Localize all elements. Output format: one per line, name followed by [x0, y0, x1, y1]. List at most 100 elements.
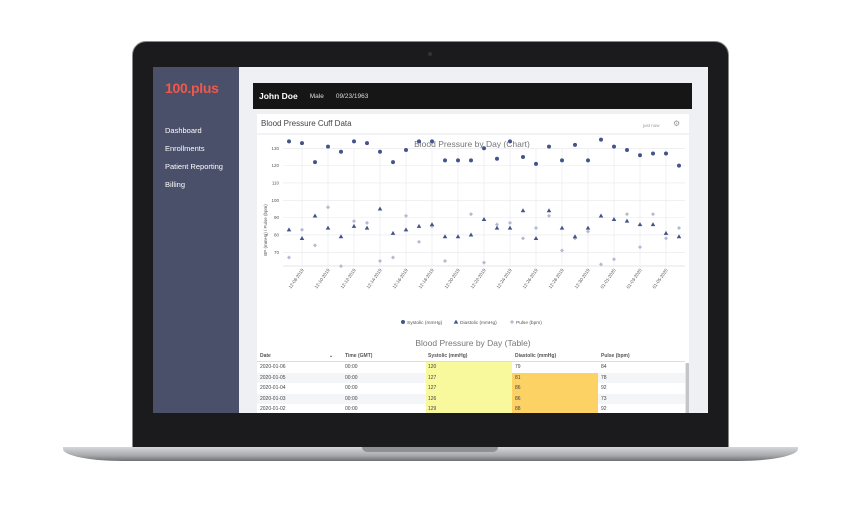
card-title: Blood Pressure Cuff Data: [261, 119, 352, 128]
diastolic-point: [338, 234, 344, 239]
cell: 92: [601, 406, 607, 413]
systolic-point: [404, 148, 408, 153]
table-row[interactable]: 2020-01-04 00:00 127 86 92: [257, 383, 685, 394]
diastolic-point: [429, 222, 435, 227]
cell: 129: [428, 406, 437, 413]
systolic-point: [495, 156, 499, 161]
diastolic-point: [611, 216, 617, 221]
cell: 86: [515, 395, 521, 402]
x-tick-label: 12-22-2019: [470, 267, 488, 289]
diastolic-point: [663, 230, 669, 235]
diastolic-point: [637, 222, 643, 227]
x-tick-label: 12-26-2019: [522, 267, 540, 289]
pulse-point: [508, 220, 512, 225]
laptop-base: [63, 447, 798, 461]
pulse-point: [287, 255, 291, 260]
x-tick-label: 12-16-2019: [392, 267, 410, 289]
pulse-point: [326, 205, 330, 210]
pulse-point: [560, 248, 564, 253]
diastolic-point: [416, 223, 422, 228]
x-tick-label: 12-10-2019: [314, 267, 332, 289]
patient-name: John Doe: [259, 91, 298, 101]
logo: 100.plus: [165, 80, 219, 96]
pulse-point: [417, 239, 421, 244]
cell-highlight: [426, 383, 512, 394]
pulse-point: [534, 226, 538, 231]
pulse-point: [365, 220, 369, 225]
cell-highlight: [426, 372, 512, 383]
cell-highlight: [426, 393, 512, 404]
y-axis-label: BP (mmHg) / Pulse (bpm): [263, 204, 268, 256]
sort-chevron-icon[interactable]: ⌄: [329, 352, 334, 359]
chart-title: Blood Pressure by Day (Chart): [414, 139, 530, 149]
table-row[interactable]: 2020-01-02 00:00 129 88 92: [257, 404, 685, 413]
systolic-point: [560, 158, 564, 163]
systolic-point: [326, 144, 330, 149]
table-row[interactable]: 2020-01-05 00:00 127 81 78: [257, 372, 685, 383]
cell: 126: [428, 395, 437, 402]
cell: Date: [260, 352, 271, 359]
cell: 78: [601, 374, 607, 381]
diastolic-point: [364, 225, 370, 230]
cell: 84: [601, 364, 607, 371]
diastolic-point: [286, 227, 292, 232]
legend-label: Diastolic (mmHg): [460, 320, 497, 326]
legend-label: Pulse (bpm): [516, 320, 542, 326]
cell: 00:00: [345, 406, 358, 413]
cell-highlight: [512, 404, 598, 413]
cell: 00:00: [345, 395, 358, 402]
y-tick-label: 120: [271, 163, 279, 168]
table-scrollbar[interactable]: [685, 363, 689, 413]
nav-enrollments[interactable]: Enrollments: [165, 144, 205, 153]
systolic-point: [430, 139, 434, 144]
cell: 2020-01-05: [260, 374, 286, 381]
systolic-point: [456, 158, 460, 163]
pulse-point: [339, 264, 343, 269]
cell: 2020-01-03: [260, 395, 286, 402]
gear-icon[interactable]: ⚙: [673, 119, 681, 128]
cell: 127: [428, 374, 437, 381]
systolic-point: [365, 141, 369, 146]
pulse-point: [300, 227, 304, 232]
cell: 86: [515, 385, 521, 392]
systolic-point: [352, 139, 356, 144]
diastolic-point: [351, 223, 357, 228]
diastolic-point: [481, 216, 487, 221]
systolic-point: [469, 158, 473, 163]
pulse-point: [664, 236, 668, 241]
systolic-point: [612, 144, 616, 149]
nav-dashboard[interactable]: Dashboard: [165, 126, 202, 135]
diastolic-point: [533, 236, 539, 241]
divider: [257, 133, 689, 135]
legend-label: Systolic (mmHg): [407, 320, 443, 326]
pulse-point: [586, 229, 590, 234]
cell: 92: [601, 385, 607, 392]
nav-billing[interactable]: Billing: [165, 180, 186, 189]
x-tick-label: 12-08-2019: [288, 267, 306, 289]
x-tick-label: 12-12-2019: [340, 267, 358, 289]
pulse-point: [599, 262, 603, 267]
table-title: Blood Pressure by Day (Table): [415, 338, 531, 348]
pulse-point: [651, 212, 655, 217]
nav-patient-reporting[interactable]: Patient Reporting: [165, 162, 223, 171]
diastolic-point: [572, 234, 578, 239]
table-row[interactable]: 2020-01-06 00:00 120 79 84: [257, 362, 685, 373]
systolic-point: [378, 149, 382, 154]
cell: 2020-01-04: [260, 385, 286, 392]
cell: 2020-01-02: [260, 406, 286, 413]
diastolic-point: [325, 225, 331, 230]
screen: 100.plus Dashboard Enrollments Patient R…: [153, 67, 708, 413]
systolic-point: [508, 139, 512, 144]
diastolic-point: [299, 236, 305, 241]
systolic-point: [586, 158, 590, 163]
diastolic-point: [494, 225, 500, 230]
x-tick-label: 01-01-2020: [600, 267, 618, 289]
cell-highlight: [512, 383, 598, 394]
diastolic-point: [650, 222, 656, 227]
table-row[interactable]: 2020-01-03 00:00 126 86 73: [257, 393, 685, 404]
systolic-point: [300, 141, 304, 146]
pulse-point: [352, 219, 356, 224]
y-tick-label: 100: [271, 198, 279, 203]
diastolic-point: [624, 218, 630, 223]
table-header[interactable]: Date Time (GMT) Systolic (mmHg) Diastolic (…: [257, 351, 685, 362]
